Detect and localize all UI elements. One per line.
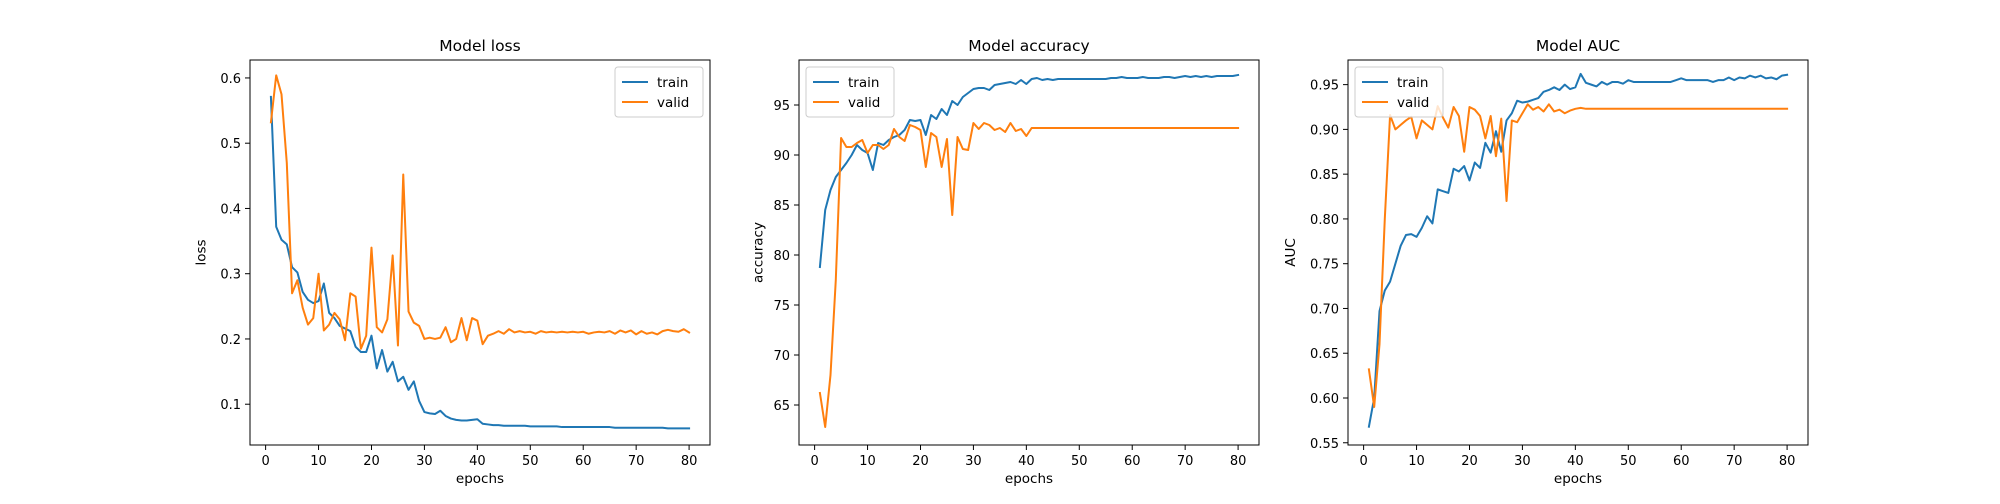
x-tick-label: 60 xyxy=(575,454,592,469)
y-tick-label: 0.3 xyxy=(220,268,241,283)
chart-title: Model loss xyxy=(439,37,520,55)
x-tick-label: 10 xyxy=(1408,454,1425,469)
x-tick-label: 60 xyxy=(1124,454,1141,469)
y-tick-label: 0.80 xyxy=(1310,213,1339,228)
legend-label-valid: valid xyxy=(657,95,689,111)
x-tick-label: 40 xyxy=(469,454,486,469)
y-axis-label: accuracy xyxy=(751,222,767,283)
x-tick-label: 10 xyxy=(859,454,876,469)
chart-3: 0 10 20 30 40 50 60 70 80 0.55 0.60 0.65 0.70 0.75 0.8… xyxy=(1283,37,1809,487)
x-tick-label: 0 xyxy=(1359,454,1367,469)
series-line-train xyxy=(269,95,691,430)
x-tick-label: 40 xyxy=(1018,454,1035,469)
y-tick-label: 0.75 xyxy=(1310,258,1339,273)
x-tick-label: 0 xyxy=(810,454,818,469)
legend: train valid xyxy=(1354,66,1444,118)
y-tick-label: 0.1 xyxy=(220,398,241,413)
y-tick-label: 65 xyxy=(773,399,790,414)
chart-2: 0 10 20 30 40 50 60 70 80 65 70 75 80 85 90 95 Model acc… xyxy=(751,37,1260,487)
x-tick-label: 80 xyxy=(1230,454,1247,469)
y-tick-label: 0.55 xyxy=(1310,437,1339,452)
x-tick-label: 0 xyxy=(261,454,269,469)
y-tick-label: 0.65 xyxy=(1310,347,1339,362)
y-tick-label: 0.95 xyxy=(1310,79,1339,94)
series-line-valid xyxy=(818,122,1240,428)
x-tick-label: 70 xyxy=(1726,454,1743,469)
x-tick-label: 50 xyxy=(1071,454,1088,469)
legend-label-train: train xyxy=(1397,75,1428,91)
x-tick-label: 60 xyxy=(1673,454,1690,469)
legend-label-train: train xyxy=(657,75,688,91)
legend-label-valid: valid xyxy=(848,95,880,111)
x-tick-label: 20 xyxy=(1461,454,1478,469)
legend-box xyxy=(614,66,704,118)
legend: train valid xyxy=(805,66,895,118)
y-tick-label: 0.85 xyxy=(1310,168,1339,183)
x-tick-label: 70 xyxy=(628,454,645,469)
legend-label-train: train xyxy=(848,75,879,91)
chart-title: Model AUC xyxy=(1536,37,1620,55)
legend-label-valid: valid xyxy=(1397,95,1429,111)
x-tick-label: 20 xyxy=(363,454,380,469)
series-line-train xyxy=(1367,72,1789,428)
x-axis-label: epochs xyxy=(1554,471,1602,487)
series-line-valid xyxy=(269,74,691,350)
x-tick-label: 80 xyxy=(1779,454,1796,469)
y-tick-label: 75 xyxy=(773,299,790,314)
legend: train valid xyxy=(614,66,704,118)
y-tick-label: 0.6 xyxy=(220,72,241,87)
x-tick-label: 40 xyxy=(1567,454,1584,469)
x-tick-label: 30 xyxy=(965,454,982,469)
y-axis-label: AUC xyxy=(1283,238,1299,267)
chart-title: Model accuracy xyxy=(968,37,1089,55)
y-tick-label: 0.90 xyxy=(1310,123,1339,138)
y-tick-label: 0.70 xyxy=(1310,302,1339,317)
y-tick-label: 95 xyxy=(773,99,790,114)
x-tick-label: 20 xyxy=(912,454,929,469)
y-tick-label: 0.2 xyxy=(220,333,241,348)
y-axis-label: loss xyxy=(193,239,209,265)
x-tick-label: 30 xyxy=(416,454,433,469)
axes-frame xyxy=(249,59,711,446)
y-tick-label: 85 xyxy=(773,199,790,214)
y-tick-label: 80 xyxy=(773,249,790,264)
legend-box xyxy=(805,66,895,118)
y-tick-label: 70 xyxy=(773,349,790,364)
x-axis-label: epochs xyxy=(456,471,504,487)
x-tick-label: 30 xyxy=(1514,454,1531,469)
y-tick-label: 0.5 xyxy=(220,137,241,152)
y-tick-label: 0.4 xyxy=(220,202,241,217)
x-axis-label: epochs xyxy=(1005,471,1053,487)
y-tick-label: 0.60 xyxy=(1310,392,1339,407)
series-line-valid xyxy=(1367,103,1789,408)
x-tick-label: 50 xyxy=(1620,454,1637,469)
axes-frame xyxy=(1347,59,1809,446)
x-tick-label: 70 xyxy=(1177,454,1194,469)
x-tick-label: 80 xyxy=(681,454,698,469)
x-tick-label: 50 xyxy=(522,454,539,469)
x-tick-label: 10 xyxy=(310,454,327,469)
axes-frame xyxy=(798,59,1260,446)
chart-1: 0 10 20 30 40 50 60 70 80 0.1 0.2 0.3 0.4 0.5 0.6 Model… xyxy=(193,37,711,487)
legend-box xyxy=(1354,66,1444,118)
y-tick-label: 90 xyxy=(773,149,790,164)
